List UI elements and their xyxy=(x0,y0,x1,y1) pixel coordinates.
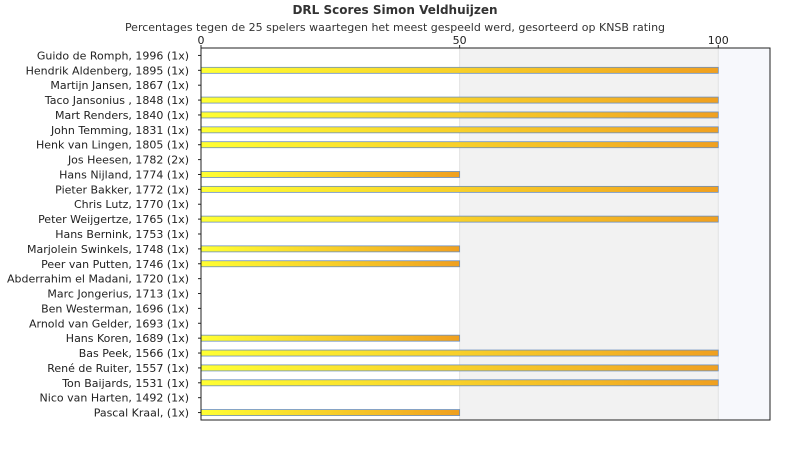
category-label: Abderrahim el Madani, 1720 (1x) xyxy=(7,273,189,286)
bar xyxy=(200,171,461,178)
category-label: Marjolein Swinkels, 1748 (1x) xyxy=(27,243,189,256)
bar xyxy=(200,185,719,193)
bar xyxy=(200,379,719,387)
category-label: Jos Heesen, 1782 (2x) xyxy=(67,154,189,167)
bar xyxy=(200,260,461,268)
bar xyxy=(200,364,719,372)
chart-title: DRL Scores Simon Veldhuijzen xyxy=(292,3,497,17)
bar xyxy=(200,126,719,134)
bar xyxy=(200,245,461,253)
chart-subtitle: Percentages tegen de 25 spelers waartege… xyxy=(125,21,665,34)
bar xyxy=(200,409,461,416)
bar xyxy=(200,141,719,149)
grid-band-100-max xyxy=(718,48,770,420)
x-tick-label: 100 xyxy=(708,34,729,47)
category-label: Henk van Lingen, 1805 (1x) xyxy=(36,139,189,152)
category-label: Hans Bernink, 1753 (1x) xyxy=(55,228,189,241)
x-tick-label: 0 xyxy=(198,34,205,47)
plot-area: 0 50 100 Guido de Romph, 1996 (1x) Hendrik A… xyxy=(7,34,771,421)
bar xyxy=(200,349,719,357)
category-label: Bas Peek, 1566 (1x) xyxy=(79,347,189,360)
bar xyxy=(200,66,719,74)
category-label: Ton Baijards, 1531 (1x) xyxy=(61,377,189,390)
category-label: Nico van Harten, 1492 (1x) xyxy=(40,392,189,405)
category-label: Mart Renders, 1840 (1x) xyxy=(55,109,189,122)
category-label: René de Ruiter, 1557 (1x) xyxy=(47,362,189,375)
category-label: Pascal Kraal, (1x) xyxy=(94,407,189,420)
category-label: Hans Nijland, 1774 (1x) xyxy=(59,168,189,181)
x-tick-label: 50 xyxy=(453,34,467,47)
grid-band-50-100 xyxy=(459,48,719,420)
category-label: Hans Koren, 1689 (1x) xyxy=(66,332,189,345)
category-label: Marc Jongerius, 1713 (1x) xyxy=(47,288,189,301)
category-label: Taco Jansonius , 1848 (1x) xyxy=(44,94,189,107)
category-label: Guido de Romph, 1996 (1x) xyxy=(37,49,189,62)
category-label: Martijn Jansen, 1867 (1x) xyxy=(50,79,189,92)
bar xyxy=(200,111,719,119)
category-label: Ben Westerman, 1696 (1x) xyxy=(41,302,189,315)
category-label: Peter Weijgertze, 1765 (1x) xyxy=(38,213,189,226)
category-label: Peer van Putten, 1746 (1x) xyxy=(41,258,189,271)
bar xyxy=(200,96,719,104)
category-label: Chris Lutz, 1770 (1x) xyxy=(74,198,189,211)
bar xyxy=(200,334,461,342)
category-label: Arnold van Gelder, 1693 (1x) xyxy=(29,317,189,330)
bar xyxy=(200,215,719,223)
category-label: Pieter Bakker, 1772 (1x) xyxy=(55,183,189,196)
category-label: Hendrik Aldenberg, 1895 (1x) xyxy=(26,64,189,77)
category-label: John Temming, 1831 (1x) xyxy=(50,124,189,137)
